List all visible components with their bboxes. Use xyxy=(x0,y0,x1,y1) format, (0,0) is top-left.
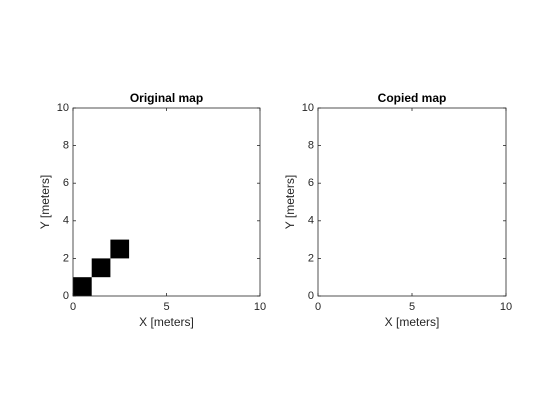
y-tick-label: 8 xyxy=(308,140,314,152)
chart-title: Copied map xyxy=(378,91,447,105)
y-tick-label: 2 xyxy=(308,252,314,264)
occupied-cell xyxy=(110,239,130,259)
x-tick-label: 10 xyxy=(254,301,266,313)
plot-area xyxy=(318,108,506,296)
y-axis-label: Y [meters] xyxy=(38,175,52,229)
chart-title: Original map xyxy=(130,91,203,105)
y-tick-label: 4 xyxy=(63,215,69,227)
x-tick-label: 0 xyxy=(315,301,321,313)
y-tick-label: 6 xyxy=(63,177,69,189)
x-tick-label: 0 xyxy=(70,301,76,313)
y-tick-label: 2 xyxy=(63,252,69,264)
y-tick-label: 10 xyxy=(57,102,69,114)
x-tick-label: 5 xyxy=(163,301,169,313)
x-axis-label: X [meters] xyxy=(385,315,440,329)
axes: 0 5 10 0 2 4 6 8 10 Copied map X [meters] Y [meters… xyxy=(283,91,512,329)
y-tick-label: 8 xyxy=(63,140,69,152)
y-tick-label: 6 xyxy=(308,177,314,189)
x-tick-label: 10 xyxy=(500,301,512,313)
x-axis-label: X [meters] xyxy=(139,315,194,329)
occupied-cell xyxy=(91,258,111,278)
y-axis-label: Y [meters] xyxy=(283,175,297,229)
y-tick-label: 4 xyxy=(308,215,314,227)
y-tick-label: 0 xyxy=(63,290,69,302)
axes: 0 5 10 0 2 4 6 8 10 Original map X [meters] Y [mete… xyxy=(38,91,266,329)
y-tick-label: 0 xyxy=(308,290,314,302)
x-tick-label: 5 xyxy=(409,301,415,313)
y-tick-label: 10 xyxy=(302,102,314,114)
occupied-cell xyxy=(73,277,92,296)
